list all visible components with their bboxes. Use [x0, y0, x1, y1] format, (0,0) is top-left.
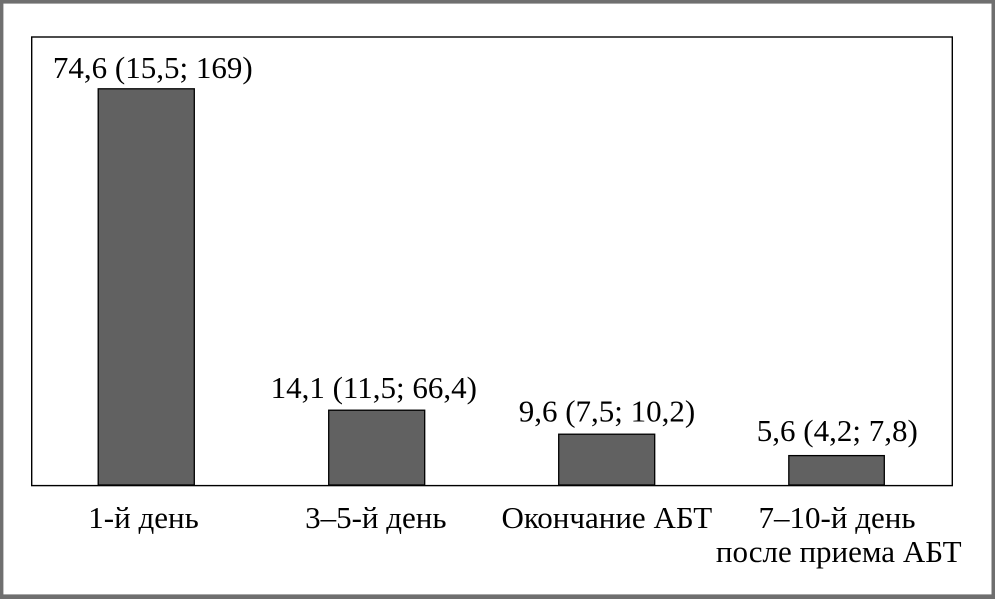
svg-text:74,6 (15,5; 169): 74,6 (15,5; 169) — [53, 50, 253, 85]
svg-text:9,6 (7,5; 10,2): 9,6 (7,5; 10,2) — [519, 394, 696, 429]
svg-text:7–10-й день: 7–10-й день — [759, 500, 916, 535]
svg-text:5,6 (4,2; 7,8): 5,6 (4,2; 7,8) — [757, 413, 918, 448]
svg-text:Окончание АБТ: Окончание АБТ — [501, 500, 712, 535]
svg-text:3–5-й день: 3–5-й день — [305, 500, 446, 535]
svg-text:после приема АБТ: после приема АБТ — [716, 534, 962, 569]
svg-text:1-й день: 1-й день — [88, 500, 198, 535]
svg-text:14,1 (11,5; 66,4): 14,1 (11,5; 66,4) — [271, 370, 477, 405]
